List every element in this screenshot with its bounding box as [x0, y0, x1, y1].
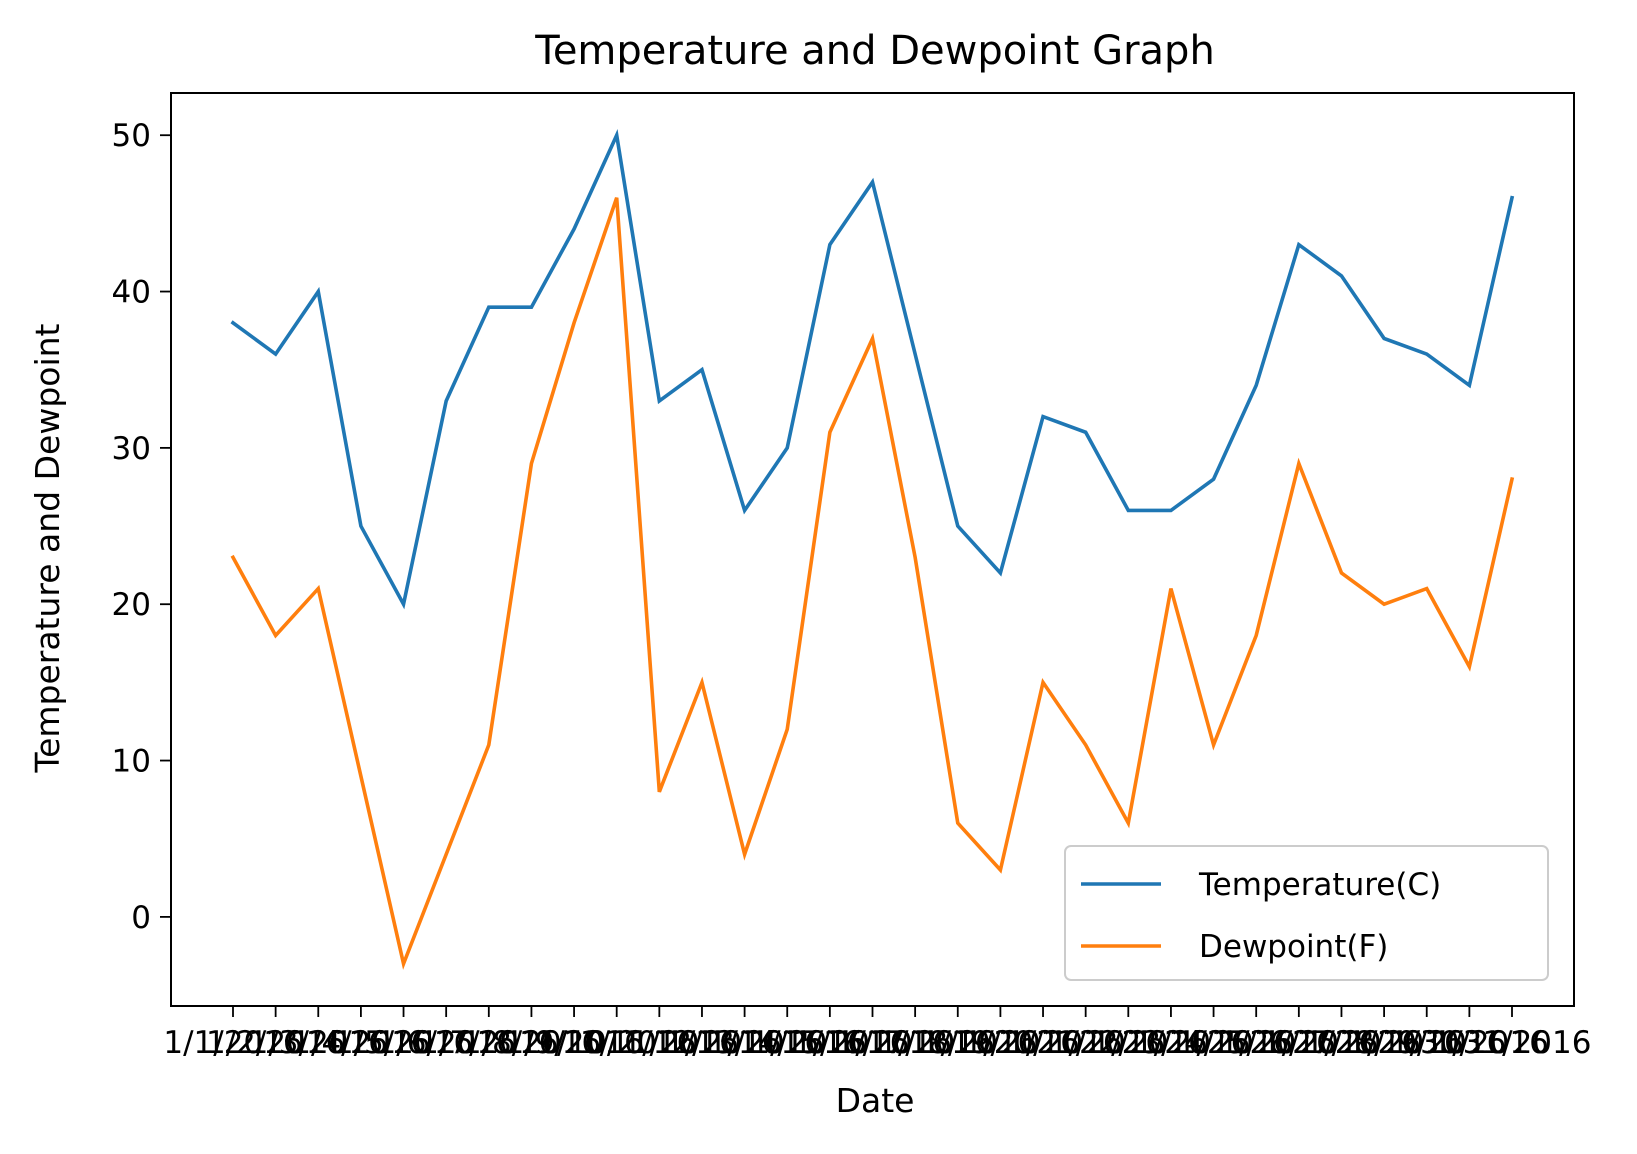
x-tick-label: 1/4/2016 — [291, 1025, 430, 1061]
x-tick-label: 1/19/2016 — [921, 1025, 1080, 1061]
x-tick-label: 1/3/2016 — [249, 1025, 388, 1061]
x-tick-label: 1/12/2016 — [622, 1025, 781, 1061]
x-tick-label: 1/2/2016 — [206, 1025, 345, 1061]
x-tick-label: 1/25/2016 — [1177, 1025, 1336, 1061]
x-tick-label: 1/9/2016 — [504, 1025, 643, 1061]
x-tick-label: 1/16/2016 — [793, 1025, 952, 1061]
x-tick-label: 1/5/2016 — [334, 1025, 473, 1061]
x-tick-label: 1/29/2016 — [1347, 1025, 1506, 1061]
x-tick-label: 1/1/2016 — [163, 1025, 302, 1061]
x-tick-label: 1/20/2016 — [964, 1025, 1123, 1061]
x-tick-label: 1/22/2016 — [1049, 1025, 1208, 1061]
x-tick-label: 1/11/2016 — [580, 1025, 739, 1061]
x-tick-label: 1/30/2016 — [1390, 1025, 1549, 1061]
series-line-temperature — [230, 129, 1515, 610]
x-tick-label: 1/7/2016 — [419, 1025, 558, 1061]
y-tick-label: 30 — [112, 431, 151, 467]
legend-label: Temperature(C) — [1198, 867, 1441, 903]
x-tick-label: 1/14/2016 — [708, 1025, 867, 1061]
legend: Temperature(C) Dewpoint(F) — [1064, 845, 1549, 981]
x-tick-label: 1/27/2016 — [1262, 1025, 1421, 1061]
chart-title: Temperature and Dewpoint Graph — [534, 28, 1215, 74]
x-tick-label: 1/8/2016 — [462, 1025, 601, 1061]
x-tick-label: 1/17/2016 — [836, 1025, 995, 1061]
x-tick-label: 1/6/2016 — [377, 1025, 516, 1061]
y-axis-label: Temperature and Dewpoint — [28, 323, 67, 773]
y-tick-label: 20 — [112, 587, 151, 623]
y-tick-label: 10 — [112, 744, 151, 780]
x-tick-label: 1/23/2016 — [1091, 1025, 1250, 1061]
x-tick-label: 1/28/2016 — [1305, 1025, 1464, 1061]
x-tick-label: 1/21/2016 — [1006, 1025, 1165, 1061]
x-tick-label: 1/24/2016 — [1134, 1025, 1293, 1061]
x-axis: 1/1/20161/2/20161/3/20161/4/20161/5/2016… — [163, 1006, 1591, 1061]
y-axis: 0 10 20 30 40 50 — [112, 118, 171, 936]
series-line-dewpoint — [230, 197, 1515, 970]
legend-label: Dewpoint(F) — [1199, 929, 1388, 965]
x-tick-label: 1/10/2016 — [537, 1025, 696, 1061]
x-tick-label: 1/15/2016 — [750, 1025, 909, 1061]
x-tick-label: 1/13/2016 — [665, 1025, 824, 1061]
y-tick-label: 40 — [112, 275, 151, 311]
x-axis-label: Date — [836, 1081, 915, 1120]
legend-box — [1064, 845, 1549, 981]
x-tick-label: 1/26/2016 — [1219, 1025, 1378, 1061]
x-tick-label: 1/31/2016 — [1433, 1025, 1592, 1061]
y-tick-label: 0 — [131, 900, 151, 936]
x-tick-label: 1/18/2016 — [878, 1025, 1037, 1061]
y-tick-label: 50 — [112, 118, 151, 154]
